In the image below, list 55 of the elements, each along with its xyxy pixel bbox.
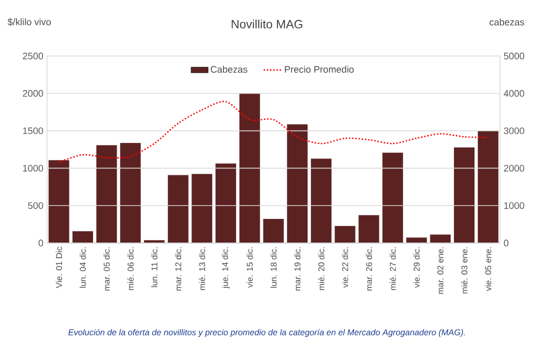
bar [239, 93, 260, 243]
y-tick-label: 2500 [22, 52, 44, 60]
legend-label: Precio Promedio [284, 66, 354, 73]
x-tick-label: mié. 03 ene. [461, 247, 468, 294]
y-tick-label: 500 [28, 202, 44, 209]
y2-tick-label: 0 [504, 240, 508, 246]
bar [334, 226, 356, 243]
bar [191, 174, 212, 243]
bar [168, 174, 189, 243]
x-tick-label: vie. 15 dic. [246, 247, 253, 288]
y2-tick-label: 2000 [504, 164, 524, 172]
y2-tick-label: 3000 [504, 127, 524, 134]
x-tick-label: mié. 06 dic. [127, 247, 134, 290]
x-tick-label: vie. 22 dic. [342, 247, 348, 288]
bar [358, 214, 380, 243]
y-tick-label: 0 [38, 240, 44, 246]
x-tick-label: mar. 05 dic. [103, 247, 110, 291]
x-tick-label: Vie. 01 Dic [56, 246, 62, 288]
x-tick-label: mié. 13 dic. [198, 247, 206, 290]
bar [96, 145, 118, 243]
bar [477, 130, 499, 243]
bar [454, 147, 475, 243]
line-series [58, 100, 489, 164]
x-tick-label: lun. 04 dic. [80, 247, 86, 288]
y-tick-label: 2000 [22, 90, 44, 97]
bar [382, 152, 404, 243]
x-tick-label: jue. 14 dic. [222, 247, 230, 288]
bar [286, 124, 308, 243]
bar [215, 163, 236, 243]
bar [72, 231, 94, 243]
bar [430, 234, 451, 243]
x-tick-label: mar. 26 dic. [366, 247, 372, 291]
y2-tick-label: 1000 [504, 202, 524, 209]
y-axis-title: $/klilo vivo [8, 18, 51, 26]
y2-axis-title: cabezas [490, 18, 524, 26]
text: Evolución de la oferta de novillitos y precio promedio de la categoría en el Mercado Agroganadero (MAG). [68, 329, 465, 337]
x-tick-label: mar. 02 ene. [437, 247, 444, 294]
y-tick-label: 1500 [23, 127, 44, 134]
chart-title: Novillito MAG [232, 20, 302, 28]
x-tick-label: vie. 29 dic. [413, 247, 420, 288]
x-tick-label: mié. 27 dic. [390, 247, 396, 290]
x-tick-label: vie. 05 ene. [484, 247, 492, 292]
x-tick-label: mar. 19 dic. [294, 247, 300, 291]
legend-label: Cabezas [210, 66, 248, 73]
x-tick-label: mar. 12 dic. [175, 247, 182, 291]
y2-tick-label: 4000 [504, 90, 524, 97]
bar [48, 160, 70, 243]
y2-tick-label: 5000 [504, 52, 524, 60]
bar [263, 218, 284, 243]
bar [120, 142, 141, 243]
bar [310, 158, 332, 243]
y-tick-label: 1000 [23, 164, 44, 172]
x-tick-label: mié. 20 dic. [318, 247, 324, 290]
x-tick-label: lun. 18 dic. [270, 247, 277, 288]
x-tick-label: lun. 11 dic. [151, 247, 158, 288]
